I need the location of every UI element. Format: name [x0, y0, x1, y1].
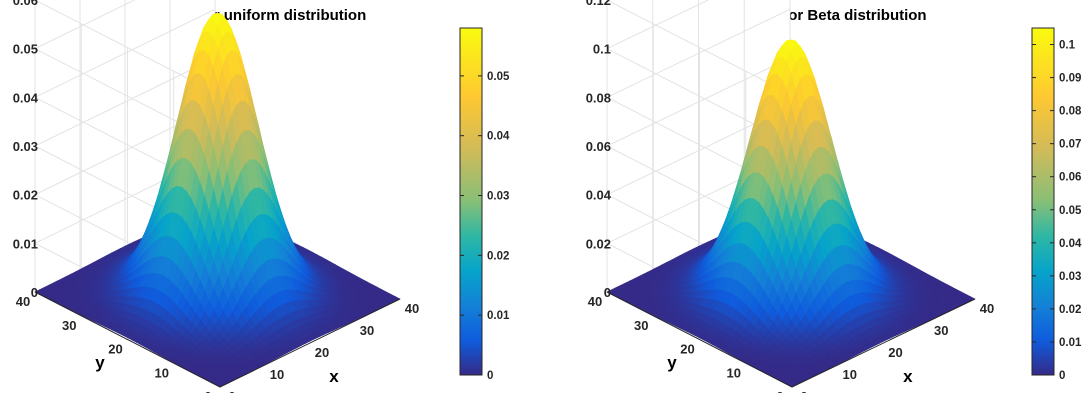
- colorbar-tick-label: 0.08: [1059, 106, 1082, 118]
- x-tick-label: 40: [980, 301, 994, 316]
- colorbar: 0 0.01 0.02 0.03 0.04 0.05 0.06 0.07 0.08 0.09 0.1: [1031, 27, 1082, 382]
- colorbar-tick-label: 0.01: [1059, 337, 1082, 349]
- colorbar-tick-label: 0.03: [487, 191, 509, 203]
- z-tick-label: 0.06: [13, 0, 38, 8]
- x-axis-label: x: [903, 367, 913, 386]
- colorbar-tick-label: 0: [1059, 370, 1065, 382]
- colorbar-tick-label: 0.05: [487, 71, 510, 83]
- colorbar-tick-label: 0.05: [1059, 205, 1082, 217]
- x-tick-label: 0: [800, 389, 807, 393]
- z-tick-label: 0: [31, 285, 38, 300]
- y-tick-label: 40: [16, 294, 30, 309]
- z-tick-label: 0.03: [13, 139, 38, 154]
- y-tick-label: 20: [108, 342, 122, 357]
- axes-lines: [34, 291, 401, 388]
- y-tick-label: 0: [204, 389, 211, 393]
- y-axis-label: y: [95, 353, 105, 372]
- surface-plot-1: mean value for uniform distribution01020…: [13, 0, 510, 393]
- z-tick-label: 0.08: [586, 90, 611, 105]
- z-tick-label: 0.05: [13, 42, 38, 57]
- colorbar-tick-label: 0.04: [487, 131, 510, 143]
- surface: [34, 12, 401, 388]
- colorbar-tick-label: 0: [487, 370, 493, 382]
- colorbar-tick-label: 0.09: [1059, 73, 1081, 85]
- colorbar-tick-label: 0.01: [487, 310, 510, 322]
- y-tick-label: 40: [588, 294, 602, 309]
- colorbar-gradient: [459, 27, 483, 376]
- x-tick-label: 20: [315, 345, 329, 360]
- x-tick-label: 10: [270, 367, 284, 382]
- x-tick-label: 10: [843, 367, 857, 382]
- z-tick-label: 0.04: [586, 188, 612, 203]
- x-axis-line: [219, 298, 401, 388]
- y-tick-label: 30: [62, 318, 76, 333]
- colorbar-tick-label: 0.02: [1059, 304, 1081, 316]
- colorbar-tick-label: 0.02: [487, 250, 509, 262]
- colorbar-tick-label: 0.03: [1059, 271, 1081, 283]
- z-tick-label: 0.06: [586, 139, 611, 154]
- x-tick-label: 20: [888, 345, 902, 360]
- x-axis-label: x: [329, 367, 339, 386]
- x-tick-label: 30: [360, 323, 374, 338]
- x-tick-label: 40: [405, 301, 419, 316]
- colorbar-tick-label: 0.04: [1059, 238, 1082, 250]
- surface: [606, 39, 976, 388]
- y-axis-line: [34, 291, 221, 388]
- surface-plot-2: mean value for Beta distribution01020304…: [586, 0, 1082, 393]
- z-tick-label: 0.01: [13, 236, 38, 251]
- x-tick-label: 0: [228, 389, 235, 393]
- y-tick-label: 30: [634, 318, 648, 333]
- colorbar: 0 0.01 0.02 0.03 0.04 0.05: [459, 27, 510, 382]
- y-tick-label: 10: [727, 365, 741, 380]
- colorbar-tick-label: 0.07: [1059, 139, 1081, 151]
- z-tick-label: 0.02: [586, 236, 611, 251]
- axes-lines: [606, 291, 976, 388]
- z-tick-label: 0.04: [13, 90, 39, 105]
- colorbar-tick-label: 0.1: [1059, 40, 1076, 52]
- y-tick-label: 10: [155, 365, 169, 380]
- z-gridline: [605, 0, 793, 96]
- z-tick-label: 0.1: [593, 42, 611, 57]
- colorbar-tick-label: 0.06: [1059, 172, 1081, 184]
- z-tick-label: 0.02: [13, 188, 38, 203]
- y-tick-label: 0: [776, 389, 783, 393]
- y-axis-line: [606, 291, 793, 388]
- z-gridline: [33, 0, 221, 96]
- y-tick-label: 20: [680, 342, 694, 357]
- x-axis-line: [791, 298, 976, 388]
- colorbar-gradient: [1031, 27, 1055, 376]
- z-tick-label: 0.12: [586, 0, 611, 8]
- x-tick-label: 30: [934, 323, 948, 338]
- y-axis-label: y: [667, 353, 677, 372]
- z-tick-label: 0: [604, 285, 611, 300]
